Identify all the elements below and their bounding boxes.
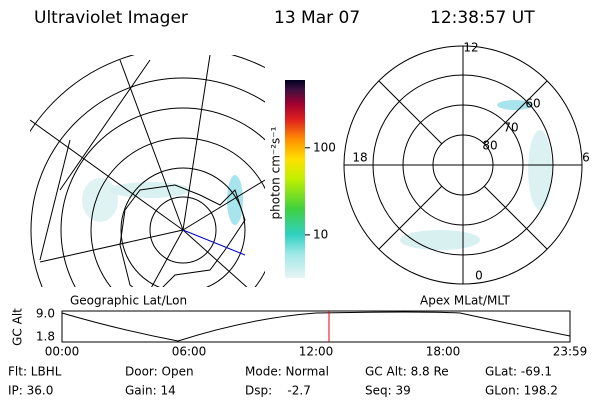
footer-field: Mode: Normal <box>245 365 329 379</box>
mlt-label: 6 <box>582 151 590 165</box>
footer-field: IP: 36.0 <box>8 384 53 398</box>
alt-x-label: 23:59 <box>553 345 588 359</box>
footer-field: Seq: 39 <box>365 384 411 398</box>
left-label: Geographic Lat/Lon <box>70 294 187 308</box>
time: 12:38:57 UT <box>430 8 535 28</box>
footer-field: GLat: -69.1 <box>485 365 552 379</box>
mlt-label: 18 <box>352 151 367 165</box>
instrument: Ultraviolet Imager <box>34 8 188 28</box>
colorbar-label: photon cm⁻²s⁻¹ <box>269 126 283 219</box>
alt-x-label: 00:00 <box>45 345 80 359</box>
footer-field: Dsp: -2.7 <box>245 384 311 398</box>
footer-field: Door: Open <box>125 365 194 379</box>
alt-x-label: 18:00 <box>426 345 461 359</box>
mlt-label: 12 <box>463 41 478 55</box>
colorbar-tick-label: 10 <box>313 227 328 241</box>
footer-field: Gain: 14 <box>125 384 176 398</box>
alt-axis-label: GC Alt <box>11 308 25 346</box>
right-label: Apex MLat/MLT <box>420 294 510 308</box>
alt-x-label: 06:00 <box>172 345 207 359</box>
footer-field: Flt: LBHL <box>8 365 62 379</box>
footer-field: GLon: 198.2 <box>485 384 558 398</box>
date: 13 Mar 07 <box>274 8 360 28</box>
mlat-label: 60 <box>525 97 540 111</box>
alt-y-label: 1.8 <box>36 330 55 344</box>
mlat-label: 70 <box>503 121 518 135</box>
polar-plot <box>343 45 583 285</box>
alt-curve <box>61 311 571 342</box>
mlt-label: 0 <box>475 269 483 283</box>
alt-plot-frame <box>61 310 571 343</box>
footer-field: GC Alt: 8.8 Re <box>365 365 449 379</box>
colorbar-tick-label: 100 <box>313 140 336 154</box>
mlat-label: 80 <box>482 139 497 153</box>
colorbar <box>285 80 305 278</box>
alt-y-label: 9.0 <box>36 307 55 321</box>
alt-x-label: 12:00 <box>299 345 334 359</box>
geo-map <box>30 55 265 287</box>
